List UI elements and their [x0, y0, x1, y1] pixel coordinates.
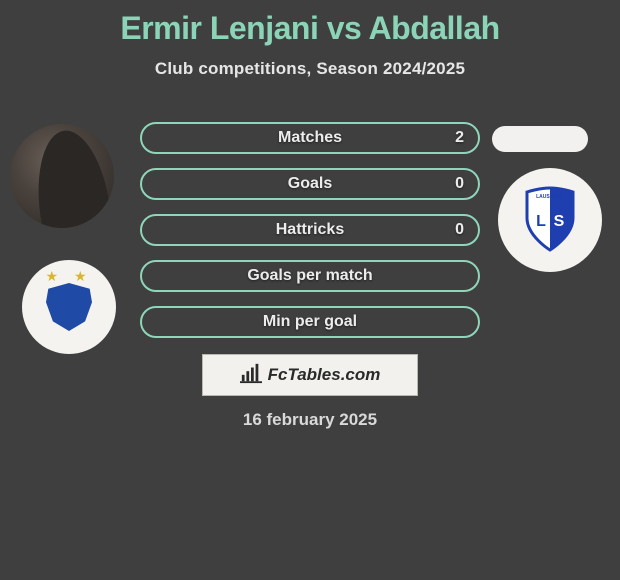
subtitle: Club competitions, Season 2024/2025 [0, 59, 620, 79]
player2-name: Abdallah [369, 10, 500, 46]
stat-label: Hattricks [276, 221, 344, 239]
brand-watermark: FcTables.com [202, 354, 418, 396]
stat-label: Matches [278, 129, 342, 147]
stat-right-value: 2 [455, 129, 464, 147]
svg-text:L: L [536, 213, 546, 230]
svg-text:LAUSANNE: LAUSANNE [536, 194, 564, 200]
player2-club-badge: LAUSANNE L S [498, 168, 602, 272]
player1-club-badge: ★ ★ [22, 260, 116, 354]
brand-text: FcTables.com [268, 365, 381, 385]
page-title: Ermir Lenjani vs Abdallah [0, 0, 620, 47]
stat-row-hattricks: Hattricks 0 [140, 214, 480, 246]
player1-name: Ermir Lenjani [120, 10, 318, 46]
lausanne-shield-icon: LAUSANNE L S [521, 186, 579, 254]
stat-row-matches: Matches 2 [140, 122, 480, 154]
club-stars-icon: ★ ★ [22, 268, 116, 285]
stat-right-value: 0 [455, 175, 464, 193]
bar-chart-icon [240, 362, 262, 389]
stat-row-goals: Goals 0 [140, 168, 480, 200]
stat-label: Min per goal [263, 313, 357, 331]
stat-label: Goals per match [247, 267, 372, 285]
player2-avatar-placeholder [492, 126, 588, 152]
grasshoppers-shield-icon [46, 283, 92, 331]
stat-right-value: 0 [455, 221, 464, 239]
infographic-container: Ermir Lenjani vs Abdallah Club competiti… [0, 0, 620, 580]
stat-row-min-per-goal: Min per goal [140, 306, 480, 338]
vs-label: vs [327, 10, 362, 46]
stat-label: Goals [288, 175, 332, 193]
date-label: 16 february 2025 [0, 410, 620, 430]
player1-avatar [10, 124, 114, 228]
stat-row-goals-per-match: Goals per match [140, 260, 480, 292]
stats-list: Matches 2 Goals 0 Hattricks 0 Goals per … [140, 122, 480, 352]
svg-text:S: S [554, 213, 565, 230]
